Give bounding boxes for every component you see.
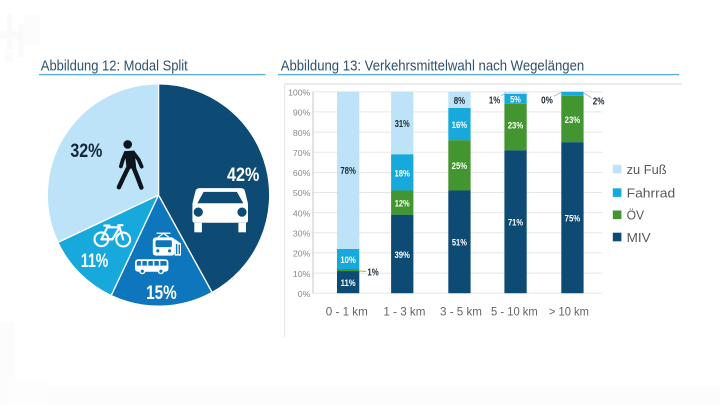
svg-text:15%: 15% (146, 283, 177, 304)
svg-text:42%: 42% (227, 165, 259, 186)
svg-text:75%: 75% (565, 213, 581, 224)
svg-text:71%: 71% (508, 217, 524, 228)
svg-text:32%: 32% (70, 141, 102, 162)
svg-text:51%: 51% (452, 237, 468, 248)
svg-text:18%: 18% (394, 167, 410, 178)
svg-text:0%: 0% (298, 289, 311, 299)
svg-text:1 - 3 km: 1 - 3 km (383, 304, 425, 318)
svg-text:25%: 25% (452, 160, 468, 171)
svg-text:0%: 0% (541, 95, 553, 106)
svg-text:Fahrrad: Fahrrad (627, 185, 676, 200)
svg-text:23%: 23% (508, 120, 524, 131)
svg-text:0 - 1 km: 0 - 1 km (326, 304, 368, 318)
svg-text:> 10 km: > 10 km (549, 304, 589, 318)
svg-text:50%: 50% (293, 188, 311, 198)
svg-text:23%: 23% (565, 114, 581, 125)
svg-text:3 - 5 km: 3 - 5 km (440, 304, 482, 318)
svg-text:8%: 8% (454, 96, 466, 107)
svg-text:40%: 40% (293, 208, 311, 218)
svg-text:MIV: MIV (627, 230, 651, 245)
svg-text:2%: 2% (593, 97, 605, 108)
svg-text:Abbildung 13: Verkehrsmittelwa: Abbildung 13: Verkehrsmittelwahl nach We… (281, 58, 585, 75)
svg-text:1%: 1% (489, 95, 500, 106)
svg-text:90%: 90% (293, 108, 311, 118)
svg-text:70%: 70% (293, 148, 311, 158)
svg-text:11%: 11% (81, 251, 108, 272)
svg-text:100%: 100% (288, 88, 310, 98)
svg-text:10%: 10% (293, 269, 311, 279)
svg-text:10%: 10% (340, 254, 356, 265)
svg-text:ÖV: ÖV (627, 208, 645, 223)
svg-text:5 - 10 km: 5 - 10 km (491, 304, 538, 318)
svg-text:12%: 12% (395, 198, 411, 209)
svg-text:5%: 5% (510, 94, 521, 105)
svg-text:20%: 20% (293, 249, 311, 259)
svg-text:zu Fuß: zu Fuß (627, 162, 667, 177)
svg-text:16%: 16% (452, 119, 468, 130)
svg-text:80%: 80% (293, 128, 311, 138)
svg-text:30%: 30% (293, 229, 311, 239)
svg-text:39%: 39% (394, 249, 410, 260)
svg-text:Abbildung 12: Modal Split: Abbildung 12: Modal Split (41, 58, 189, 75)
svg-text:78%: 78% (340, 166, 356, 177)
svg-text:31%: 31% (395, 119, 410, 130)
svg-text:60%: 60% (293, 168, 311, 178)
svg-text:1%: 1% (367, 267, 378, 278)
svg-text:11%: 11% (341, 277, 357, 288)
